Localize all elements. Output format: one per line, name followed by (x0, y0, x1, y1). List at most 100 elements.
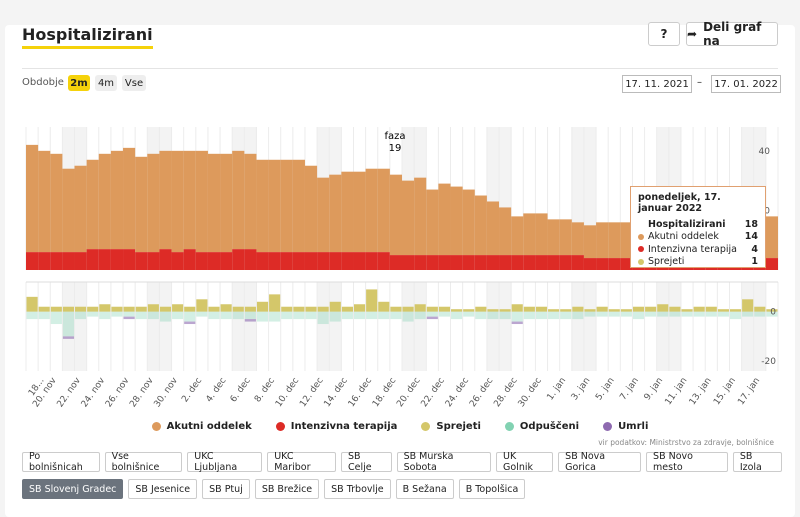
bar-admitted[interactable] (329, 301, 341, 312)
bar-admitted[interactable] (220, 304, 232, 312)
bar-acute[interactable] (26, 144, 39, 253)
bar-admitted[interactable] (523, 306, 535, 312)
bar-icu[interactable] (207, 252, 221, 270)
bar-admitted[interactable] (729, 309, 742, 312)
hospital-button[interactable]: Po bolnišnicah (22, 451, 100, 473)
bar-admitted[interactable] (657, 304, 669, 312)
bar-acute[interactable] (86, 159, 99, 250)
bar-acute[interactable] (195, 150, 208, 253)
bar-acute[interactable] (583, 225, 597, 259)
bar-discharged[interactable] (669, 311, 681, 317)
bar-admitted[interactable] (208, 306, 220, 312)
bar-admitted[interactable] (560, 309, 572, 312)
bar-discharged[interactable] (232, 311, 244, 320)
bar-discharged[interactable] (62, 311, 75, 337)
bar-discharged[interactable] (511, 311, 523, 322)
bar-acute[interactable] (110, 150, 124, 250)
bar-acute[interactable] (450, 186, 463, 256)
bar-icu[interactable] (329, 252, 342, 270)
bar-icu[interactable] (304, 252, 318, 270)
bar-admitted[interactable] (535, 306, 548, 312)
bar-discharged[interactable] (184, 311, 196, 322)
bar-admitted[interactable] (256, 301, 269, 312)
bar-admitted[interactable] (766, 309, 778, 312)
bar-admitted[interactable] (402, 306, 414, 312)
bar-icu[interactable] (220, 252, 233, 270)
bar-acute[interactable] (62, 168, 75, 253)
bar-acute[interactable] (559, 219, 572, 256)
bar-acute[interactable] (571, 222, 584, 256)
bar-admitted[interactable] (742, 299, 754, 312)
bar-discharged[interactable] (390, 311, 402, 320)
bar-discharged[interactable] (305, 311, 317, 320)
bar-icu[interactable] (135, 252, 148, 270)
bar-icu[interactable] (402, 255, 415, 270)
bar-admitted[interactable] (632, 306, 645, 312)
bar-discharged[interactable] (717, 311, 729, 317)
bar-acute[interactable] (353, 171, 366, 253)
bar-discharged[interactable] (742, 311, 754, 317)
bar-admitted[interactable] (244, 306, 256, 312)
bar-deceased[interactable] (426, 316, 438, 320)
hospital-button[interactable]: SB Slovenj Gradec (22, 479, 124, 499)
bar-icu[interactable] (232, 249, 245, 270)
bar-discharged[interactable] (475, 311, 487, 320)
bar-admitted[interactable] (62, 306, 75, 312)
bar-discharged[interactable] (50, 311, 62, 325)
bar-admitted[interactable] (596, 306, 608, 312)
bar-admitted[interactable] (705, 306, 717, 312)
bar-discharged[interactable] (632, 311, 645, 320)
bar-icu[interactable] (559, 255, 572, 270)
bar-acute[interactable] (620, 222, 633, 259)
date-from-input[interactable]: 17. 11. 2021 (622, 75, 692, 93)
bar-acute[interactable] (183, 150, 196, 250)
bar-acute[interactable] (389, 174, 402, 256)
legend-item-icu[interactable]: Intenzivna terapija (275, 421, 397, 432)
bar-icu[interactable] (462, 255, 475, 270)
bar-icu[interactable] (195, 252, 208, 270)
bar-discharged[interactable] (366, 311, 378, 320)
bar-acute[interactable] (426, 189, 439, 256)
bar-admitted[interactable] (572, 306, 584, 312)
bar-icu[interactable] (608, 258, 621, 270)
hospital-button[interactable]: UKC Maribor (267, 451, 337, 473)
bar-admitted[interactable] (693, 306, 705, 312)
hospital-button[interactable]: B Topolšica (458, 479, 526, 499)
bar-acute[interactable] (135, 156, 148, 253)
bar-admitted[interactable] (378, 301, 390, 312)
bar-admitted[interactable] (341, 306, 353, 312)
hospital-button[interactable]: SB Ptuj (202, 479, 250, 499)
bar-deceased[interactable] (62, 336, 75, 339)
bar-discharged[interactable] (596, 311, 608, 317)
bar-acute[interactable] (171, 150, 184, 253)
bar-acute[interactable] (523, 213, 536, 256)
bar-acute[interactable] (474, 195, 487, 256)
hospital-button[interactable]: SB Trbovlje (324, 479, 391, 499)
bar-admitted[interactable] (305, 306, 317, 312)
bar-icu[interactable] (268, 252, 281, 270)
bar-icu[interactable] (474, 255, 487, 270)
bar-discharged[interactable] (487, 311, 499, 320)
bar-acute[interactable] (232, 150, 245, 250)
share-button[interactable]: ➦ Deli graf na (686, 20, 778, 48)
bar-discharged[interactable] (341, 311, 353, 320)
bar-admitted[interactable] (669, 306, 681, 312)
bar-admitted[interactable] (147, 304, 159, 312)
bar-admitted[interactable] (159, 306, 172, 312)
bar-acute[interactable] (499, 207, 512, 256)
bar-icu[interactable] (365, 252, 378, 270)
hospital-button[interactable]: SB Murska Sobota (396, 451, 492, 473)
bar-admitted[interactable] (511, 304, 523, 312)
bar-acute[interactable] (365, 168, 378, 253)
bar-admitted[interactable] (111, 306, 123, 312)
bar-icu[interactable] (110, 249, 124, 270)
bar-acute[interactable] (74, 165, 87, 253)
bar-discharged[interactable] (463, 311, 475, 317)
bar-icu[interactable] (280, 252, 293, 270)
bar-discharged[interactable] (426, 311, 438, 317)
bar-discharged[interactable] (729, 311, 742, 320)
bar-discharged[interactable] (26, 311, 38, 320)
bar-icu[interactable] (26, 252, 39, 270)
bar-admitted[interactable] (681, 309, 693, 312)
bar-admitted[interactable] (317, 306, 329, 312)
